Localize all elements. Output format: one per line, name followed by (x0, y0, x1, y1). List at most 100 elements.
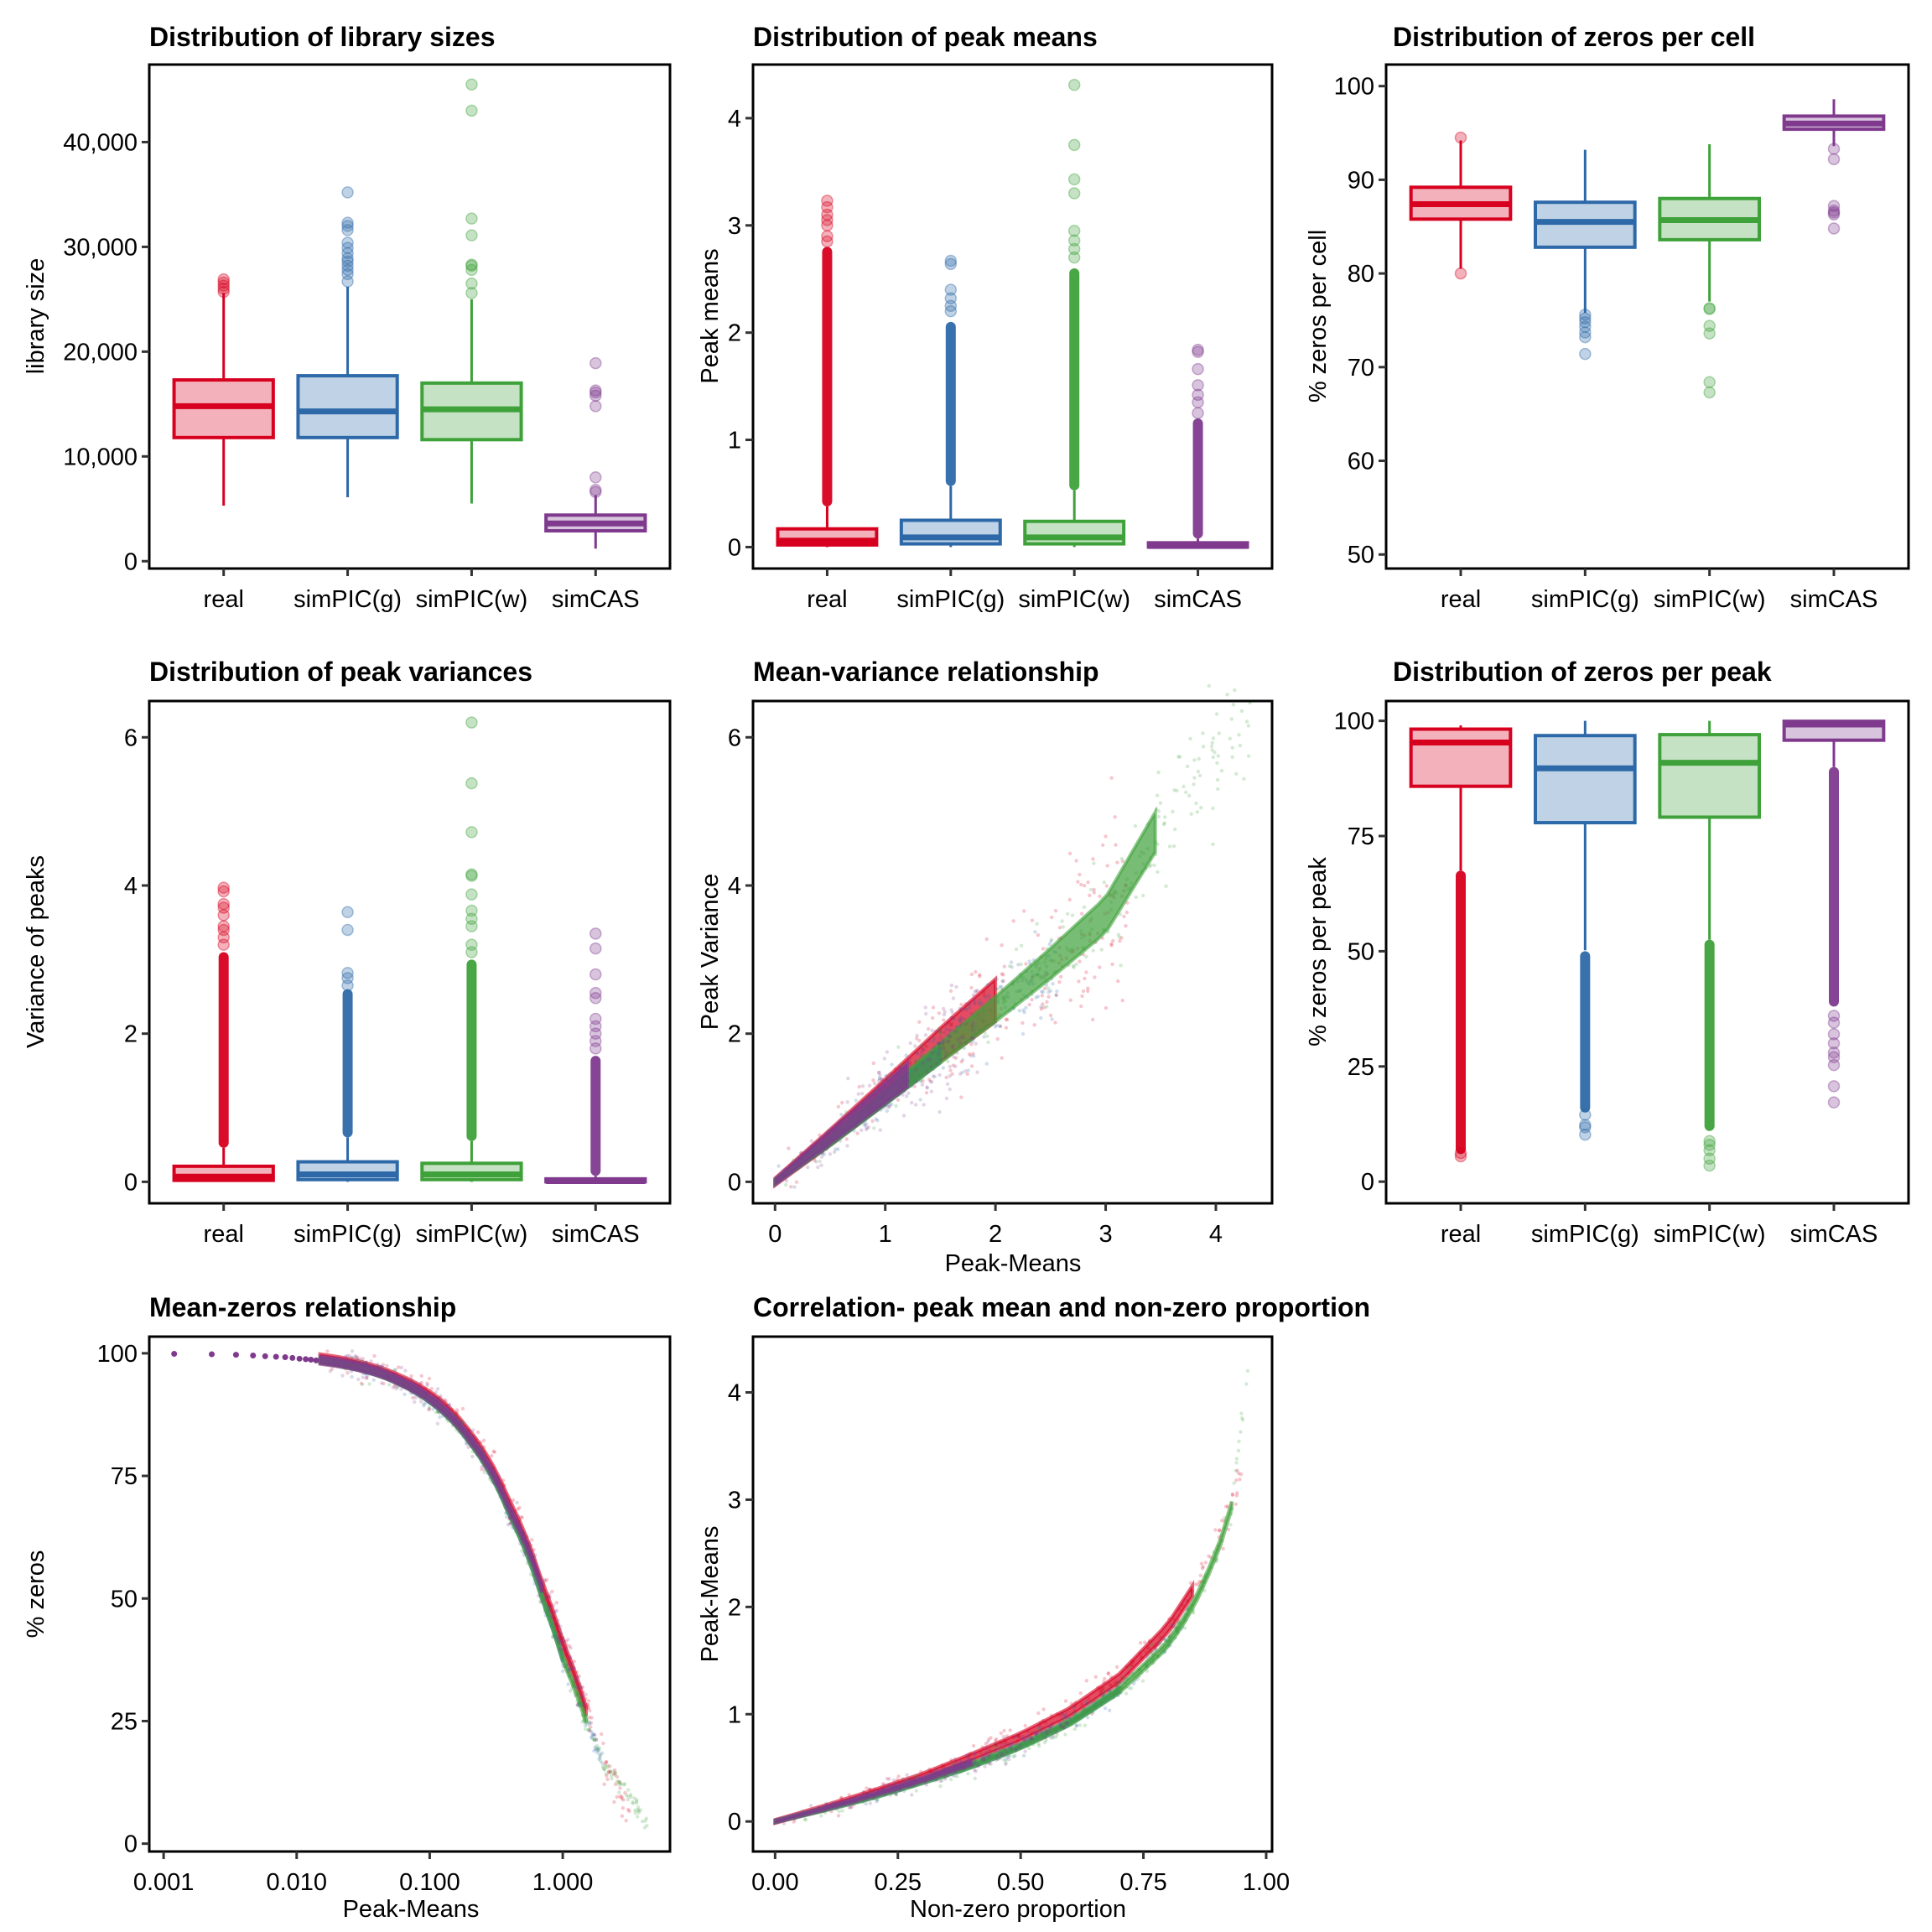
data-point (1153, 1646, 1157, 1650)
data-point (1047, 942, 1052, 947)
data-point (574, 1680, 579, 1684)
y-tick-label: 100 (97, 1341, 138, 1368)
data-point (954, 1760, 958, 1764)
data-point (1053, 908, 1058, 913)
data-point (1209, 744, 1214, 749)
data-point (429, 1387, 434, 1391)
data-point (896, 1786, 901, 1790)
data-point (1062, 1726, 1066, 1730)
outlier-point (1192, 343, 1204, 356)
data-point (943, 1777, 948, 1781)
data-point (510, 1515, 514, 1519)
data-point (425, 1381, 429, 1385)
data-point (1078, 959, 1082, 963)
data-point (1080, 994, 1084, 999)
data-point (631, 1800, 635, 1805)
data-point (1153, 840, 1158, 844)
data-point (1021, 1753, 1026, 1758)
data-point (1079, 1702, 1084, 1706)
data-point (562, 1639, 566, 1644)
data-point (986, 1737, 991, 1742)
data-point (896, 1045, 901, 1049)
data-point (940, 1779, 944, 1783)
data-point (1158, 801, 1163, 805)
data-point (895, 1072, 900, 1077)
data-point (1083, 1710, 1088, 1715)
data-point (995, 1746, 1000, 1750)
data-point (986, 1754, 991, 1758)
data-point (611, 1769, 615, 1774)
data-point (386, 1373, 390, 1378)
data-point (380, 1364, 384, 1369)
data-point (595, 1751, 600, 1755)
data-point (1030, 1735, 1034, 1739)
data-point (819, 1163, 823, 1167)
data-point (578, 1682, 582, 1686)
data-point (924, 1044, 928, 1049)
data-point (1201, 1584, 1205, 1589)
outlier-band (1704, 939, 1715, 1131)
data-point (585, 1722, 589, 1727)
outlier-point (1827, 1080, 1841, 1093)
data-point (1140, 1679, 1145, 1683)
data-point (953, 1064, 958, 1068)
data-point (1029, 1731, 1034, 1735)
data-point (875, 1800, 879, 1804)
data-point (636, 1809, 641, 1813)
data-point (913, 1044, 917, 1048)
data-point (1067, 1722, 1072, 1727)
data-point (540, 1593, 545, 1598)
data-point (1064, 945, 1069, 950)
y-tick-label: 75 (111, 1463, 138, 1490)
data-point (1119, 936, 1124, 940)
data-point (840, 1129, 845, 1133)
data-point (1036, 1726, 1041, 1730)
data-point (872, 1794, 876, 1798)
outlier-point (1703, 302, 1716, 314)
data-point (936, 1052, 941, 1057)
data-point (849, 1802, 854, 1806)
panel-frame (751, 1335, 1274, 1853)
outlier-point (589, 400, 602, 413)
data-point (561, 1636, 565, 1640)
data-point (983, 1010, 987, 1014)
data-point (863, 1124, 867, 1128)
data-point (376, 1362, 380, 1367)
data-point (564, 1662, 569, 1666)
panel-frame (751, 63, 1274, 570)
data-point (1098, 1699, 1103, 1703)
data-point (900, 1075, 904, 1079)
data-point (573, 1690, 577, 1695)
data-point (1184, 790, 1188, 795)
outlier-point (1579, 1119, 1592, 1131)
data-point (958, 1020, 963, 1024)
data-point (948, 1777, 953, 1782)
data-point (1083, 1723, 1088, 1727)
data-point (959, 1095, 963, 1099)
panel-title: Correlation- peak mean and non-zero prop… (753, 1292, 1370, 1322)
data-point (816, 1805, 821, 1810)
data-point (1005, 1750, 1010, 1755)
outlier-point (341, 259, 354, 273)
data-point (1031, 1737, 1035, 1741)
data-point (1101, 1685, 1105, 1690)
data-point (580, 1720, 584, 1724)
data-point (624, 1793, 629, 1798)
data-point (1031, 1739, 1036, 1744)
data-point (1096, 1685, 1100, 1690)
data-point (877, 1087, 881, 1092)
data-point (1046, 990, 1051, 995)
outlier-point (1579, 330, 1592, 344)
data-point (1176, 1629, 1180, 1633)
data-point (1027, 959, 1031, 963)
data-point (469, 1441, 473, 1446)
data-point (967, 1052, 972, 1057)
data-point (1078, 872, 1082, 877)
data-point (919, 1776, 924, 1780)
data-point (992, 1744, 996, 1748)
outlier-point (1192, 379, 1204, 392)
data-point (1191, 1609, 1195, 1613)
data-point (974, 1763, 978, 1768)
data-point (1192, 776, 1197, 780)
data-point (851, 1114, 855, 1119)
